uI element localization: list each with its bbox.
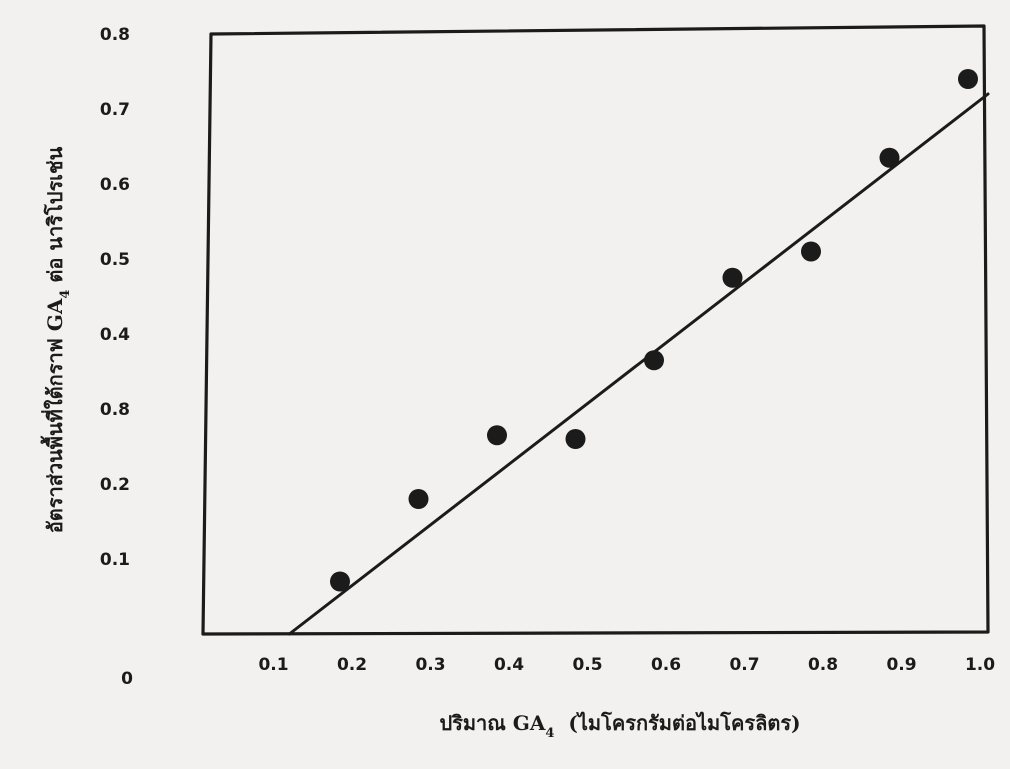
- y-axis-label-subscript: 4: [58, 290, 73, 299]
- data-point: [958, 69, 978, 89]
- y-tick-label: 0.8: [100, 400, 130, 420]
- x-axis-ticks: 0.1 0.2 0.3 0.4 0.5 0.6 0.7 0.8 0.9 1.0: [258, 655, 995, 675]
- x-axis-label-subscript: 4: [545, 726, 554, 741]
- data-point: [330, 571, 350, 592]
- origin-label: 0: [121, 669, 133, 689]
- y-axis-label-main: อัตราส่วนพื้นที่ใต้กราฟ GA: [40, 298, 67, 533]
- data-point: [879, 147, 900, 168]
- x-tick-label: 0.9: [886, 655, 916, 675]
- y-tick-label: 0.8: [100, 25, 130, 45]
- x-tick-label: 0.2: [337, 655, 367, 675]
- x-tick-label: 0.4: [494, 655, 524, 675]
- y-tick-label: 0.6: [100, 175, 130, 195]
- y-axis-ticks: 0.1 0.2 0.8 0.4 0.5 0.6 0.7 0.8: [100, 25, 130, 570]
- y-axis-label: อัตราส่วนพื้นที่ใต้กราฟ GA4 ต่อ นาริโปรเ…: [40, 146, 73, 533]
- data-point: [801, 241, 821, 262]
- x-tick-label: 0.7: [729, 655, 759, 675]
- fit-line-group: [287, 92, 990, 636]
- x-tick-label: 1.0: [965, 655, 995, 675]
- plot-border: [201, 24, 990, 636]
- y-axis-label-rest: ต่อ นาริโปรเช่น: [43, 146, 67, 289]
- data-points: [330, 69, 978, 592]
- x-axis-label: ปริมาณ GA4 (ไมโครกรัมต่อไมโครลิตร): [439, 711, 800, 741]
- data-point: [408, 489, 429, 509]
- x-axis-label-main: ปริมาณ GA: [439, 711, 545, 735]
- x-tick-label: 0.8: [808, 655, 838, 675]
- y-tick-label: 0.5: [100, 250, 130, 270]
- fit-line: [287, 92, 990, 636]
- y-tick-label: 0.1: [100, 550, 130, 570]
- x-axis-label-unit: (ไมโครกรัมต่อไมโครลิตร): [554, 711, 800, 735]
- x-tick-label: 0.6: [651, 655, 681, 675]
- x-tick-label: 0.1: [258, 655, 288, 675]
- x-tick-label: 0.5: [572, 655, 602, 675]
- y-tick-label: 0.2: [100, 475, 130, 495]
- data-point: [487, 425, 507, 446]
- x-tick-label: 0.3: [415, 655, 445, 675]
- plot-frame: [201, 24, 990, 636]
- y-tick-label: 0.4: [100, 325, 130, 345]
- data-point: [644, 350, 664, 371]
- data-point: [722, 267, 743, 288]
- data-point: [565, 429, 586, 449]
- y-tick-label: 0.7: [100, 100, 130, 120]
